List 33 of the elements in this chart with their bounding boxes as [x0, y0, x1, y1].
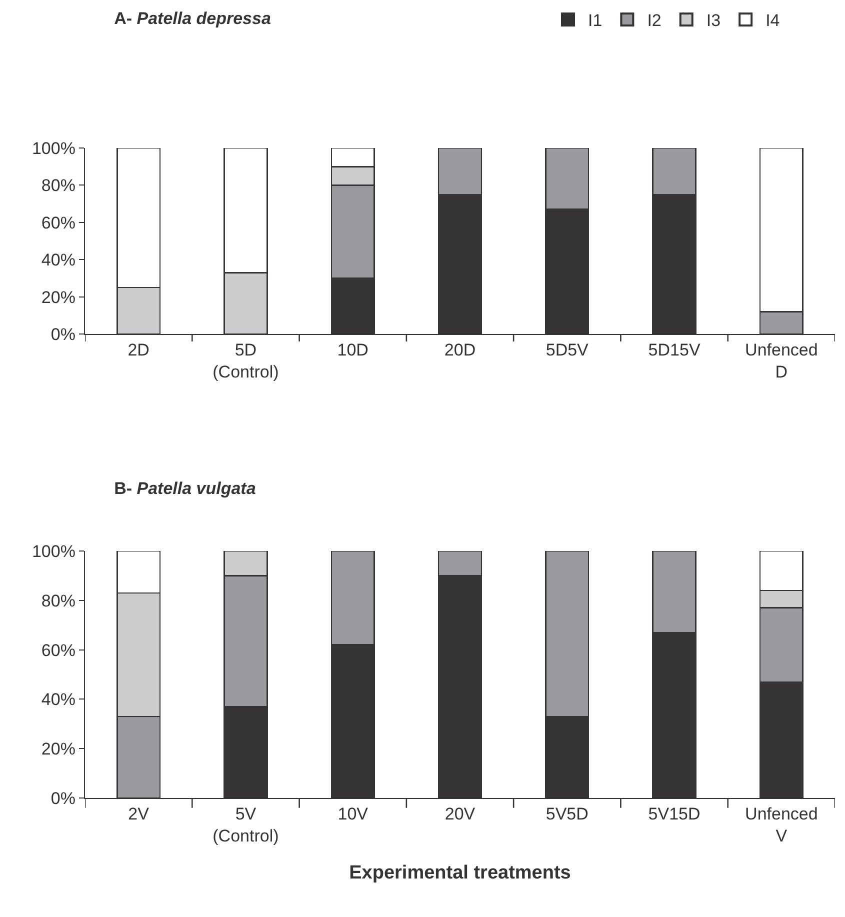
y-tick-label: 0% — [50, 324, 76, 344]
y-tick-label: 20% — [41, 288, 76, 307]
x-tick-label: Unfenced V — [745, 804, 818, 846]
y-tick-label: 20% — [41, 740, 76, 759]
y-tick-label: 60% — [41, 640, 76, 660]
y-tick-label: 100% — [32, 138, 76, 158]
x-tick-label: 5V15D — [648, 804, 700, 824]
x-tick-label: 20D — [444, 340, 476, 360]
legend-label: I4 — [766, 11, 780, 30]
legend-label: I2 — [647, 11, 662, 30]
x-tick-label: 2D — [128, 340, 150, 360]
y-tick-label: 80% — [41, 591, 76, 610]
x-tick-label: 10D — [337, 340, 368, 360]
x-tick-label: 5V (Control) — [212, 804, 279, 846]
chart-title: A- Patella depressa — [114, 8, 271, 28]
x-tick-label: 2V — [128, 804, 150, 824]
y-tick-label: 60% — [41, 213, 76, 232]
x-tick-label: 5D15V — [648, 340, 701, 360]
y-tick-label: 0% — [50, 788, 76, 808]
chart-title: B- Patella vulgata — [114, 478, 256, 498]
x-tick-label: 5D5V — [546, 340, 590, 360]
x-axis-title: Experimental treatments — [349, 862, 571, 884]
x-tick-label: 5V5D — [546, 804, 588, 824]
x-tick-label: 20V — [444, 804, 476, 824]
y-tick-label: 40% — [41, 690, 76, 710]
y-tick-label: 40% — [41, 250, 76, 270]
legend-label: I1 — [588, 11, 602, 30]
x-tick-label: 10V — [338, 804, 369, 824]
x-tick-label: Unfenced D — [745, 340, 818, 382]
y-tick-label: 100% — [32, 542, 76, 561]
legend-label: I3 — [706, 11, 721, 30]
x-tick-label: 5D (Control) — [212, 340, 279, 382]
y-tick-label: 80% — [41, 176, 76, 196]
